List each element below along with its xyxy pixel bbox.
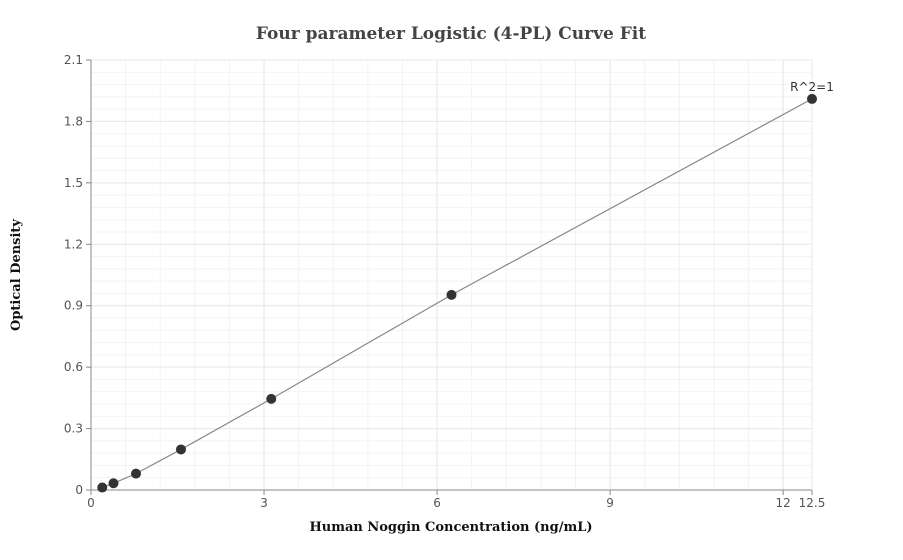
x-tick-label: 12.5	[799, 496, 826, 510]
annotations: R^2=1	[790, 80, 834, 94]
data-point	[130, 468, 141, 479]
y-tick-label: 0.9	[64, 299, 83, 313]
axes	[86, 59, 813, 495]
x-axis-label: Human Noggin Concentration (ng/mL)	[309, 520, 592, 535]
data-point	[446, 289, 457, 300]
data-point	[108, 478, 119, 489]
y-tick-label: 0.3	[64, 422, 83, 436]
data-point	[97, 482, 108, 493]
chart-title: Four parameter Logistic (4-PL) Curve Fit	[256, 24, 646, 44]
y-tick-label: 1.2	[64, 237, 83, 251]
data-point	[266, 393, 277, 404]
data-point	[807, 93, 817, 104]
tick-labels: 0 0.3 0.6 0.9 1.2 1.5 1.8 2.1 0 3 6 9 12 12.5	[64, 53, 825, 510]
y-tick-label: 1.8	[64, 114, 83, 128]
y-tick-label: 1.5	[64, 176, 83, 190]
x-tick-label: 3	[260, 496, 268, 510]
r-squared-annotation: R^2=1	[790, 80, 834, 94]
x-tick-label: 9	[606, 496, 614, 510]
y-tick-label: 2.1	[64, 53, 83, 67]
x-tick-label: 12	[776, 496, 791, 510]
grid-lines	[90, 59, 813, 491]
data-points	[97, 93, 817, 493]
data-point	[175, 444, 186, 455]
y-axis-label: Optical Density	[9, 219, 24, 331]
x-tick-label: 6	[433, 496, 441, 510]
y-tick-label: 0	[75, 483, 83, 497]
y-tick-label: 0.6	[64, 360, 83, 374]
x-tick-label: 0	[87, 496, 95, 510]
